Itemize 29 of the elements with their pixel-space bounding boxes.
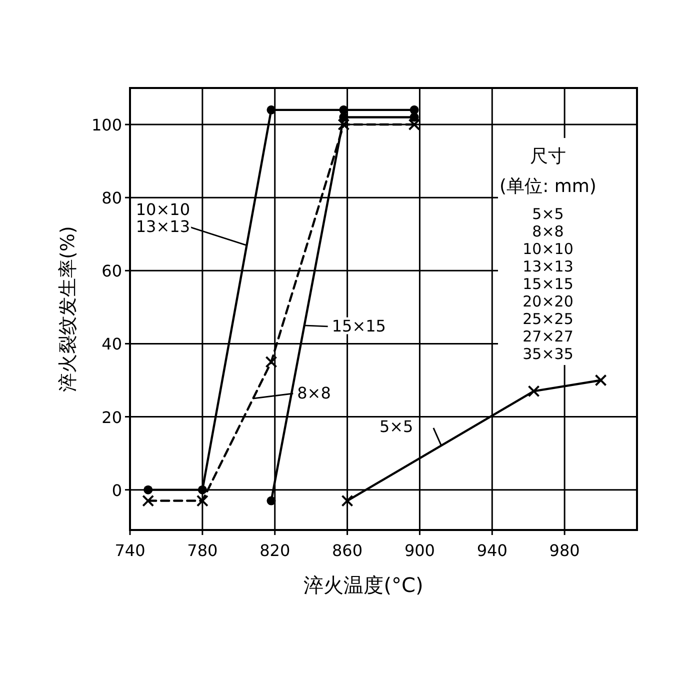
y-tick-label: 80 bbox=[102, 188, 122, 208]
x-tick-label: 940 bbox=[476, 541, 508, 560]
x-axis-title: 淬火温度(°C) bbox=[304, 573, 424, 597]
y-tick-label: 100 bbox=[91, 116, 122, 135]
annotation: 35×35 bbox=[522, 345, 574, 363]
y-tick-label: 20 bbox=[102, 408, 122, 427]
annotation: 10×10 bbox=[522, 240, 574, 258]
y-tick-label: 60 bbox=[102, 262, 122, 281]
annotation: 10×10 13×13 bbox=[136, 200, 190, 236]
x-tick-label: 900 bbox=[404, 541, 435, 560]
annotation: 25×25 bbox=[522, 310, 574, 328]
y-tick-label: 0 bbox=[112, 480, 122, 500]
annotation: 15×15 bbox=[522, 275, 574, 293]
annotation: 5×5 bbox=[379, 416, 414, 436]
x-tick-label: 980 bbox=[549, 541, 580, 560]
x-tick-label: 820 bbox=[260, 541, 290, 560]
x-tick-label: 780 bbox=[187, 541, 218, 560]
annotation: 5×5 bbox=[532, 205, 564, 223]
annotation: 8×8 bbox=[297, 383, 331, 402]
annotation: 8×8 bbox=[532, 222, 564, 240]
annotation: 27×27 bbox=[522, 328, 574, 346]
annotation: 尺寸 bbox=[530, 146, 566, 167]
annotation: 20×20 bbox=[522, 292, 574, 310]
x-tick-label: 860 bbox=[332, 541, 363, 560]
y-axis-title: 淬火裂纹发生率(%) bbox=[57, 226, 79, 392]
annotation: 13×13 bbox=[522, 258, 574, 276]
annotation: (单位: mm) bbox=[500, 176, 596, 197]
x-tick-label: 740 bbox=[114, 541, 146, 560]
y-tick-label: 40 bbox=[102, 334, 122, 354]
